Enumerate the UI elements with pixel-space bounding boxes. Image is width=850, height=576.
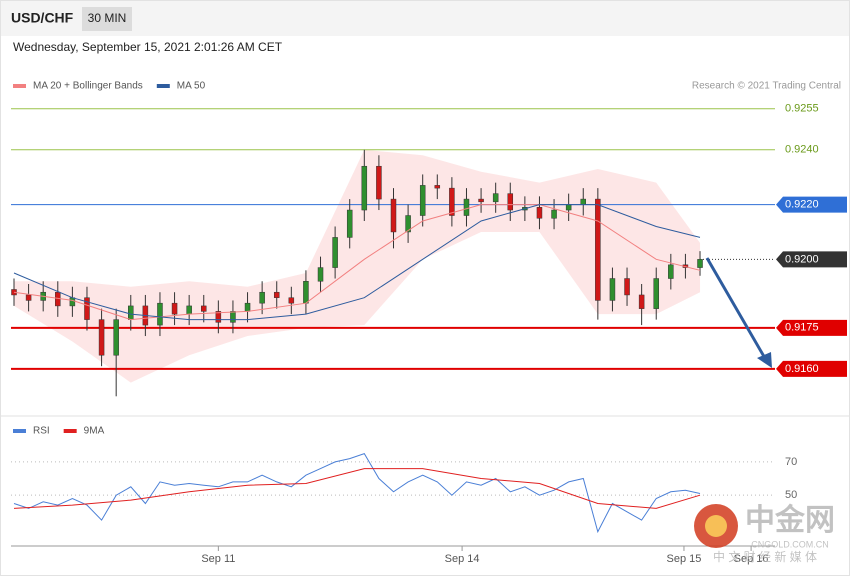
legend-swatch bbox=[13, 429, 26, 433]
candle-body bbox=[419, 185, 426, 216]
candle-body bbox=[186, 305, 192, 315]
interval[interactable]: 30 MIN bbox=[88, 11, 127, 25]
candle-body bbox=[288, 297, 295, 304]
level-label: 0.9160 bbox=[785, 363, 819, 375]
legend-swatch bbox=[63, 429, 77, 433]
y-tick-label: 70 bbox=[785, 456, 797, 468]
candle-body bbox=[113, 319, 119, 356]
line bbox=[13, 204, 701, 321]
level-label: 0.9200 bbox=[785, 253, 819, 265]
candle-body bbox=[273, 291, 280, 298]
candle-body bbox=[157, 302, 163, 326]
candle-body bbox=[463, 198, 470, 216]
legend-label: RSI bbox=[33, 426, 50, 437]
candle-body bbox=[230, 311, 236, 323]
candle-body bbox=[171, 302, 178, 315]
candle-body bbox=[69, 297, 76, 307]
level-label: 0.9240 bbox=[785, 144, 819, 156]
watermark: 中金网 CNGOLD.COM.CN 中 文 财 经 新 媒 体 bbox=[694, 503, 835, 564]
level-tag bbox=[776, 319, 847, 336]
candle-body bbox=[478, 198, 484, 203]
candle-body bbox=[317, 267, 324, 282]
candle-body bbox=[98, 319, 105, 356]
level-tag bbox=[776, 251, 847, 268]
candle-body bbox=[536, 207, 543, 219]
candle-body bbox=[346, 209, 353, 238]
x-tick-label: Sep 11 bbox=[201, 553, 235, 565]
level-label: 0.9255 bbox=[785, 103, 819, 115]
forecast-arrow bbox=[705, 257, 768, 361]
interval-box[interactable] bbox=[82, 7, 132, 31]
line bbox=[13, 468, 701, 509]
candle-body bbox=[449, 187, 455, 216]
candle-body bbox=[215, 311, 222, 323]
candle-body bbox=[405, 215, 411, 233]
y-tick-label: 50 bbox=[785, 489, 797, 501]
level-label: 0.9175 bbox=[785, 322, 819, 334]
legend-swatch bbox=[13, 84, 26, 88]
watermark-slogan: 中 文 财 经 新 媒 体 bbox=[713, 549, 817, 564]
symbol: USD/CHF bbox=[11, 10, 74, 26]
candle-body bbox=[303, 281, 309, 304]
candle-body bbox=[580, 198, 586, 205]
legend-label: 9MA bbox=[84, 426, 105, 437]
candle-body bbox=[492, 193, 499, 203]
legend-label: MA 20 + Bollinger Bands bbox=[33, 81, 143, 92]
x-tick-label: Sep 16 bbox=[734, 553, 769, 565]
candle-body bbox=[332, 237, 338, 268]
candle-body bbox=[697, 259, 703, 268]
candle-body bbox=[507, 193, 514, 211]
candle-body bbox=[595, 198, 601, 301]
arrow-head bbox=[757, 352, 772, 368]
candle-body bbox=[84, 297, 90, 320]
level-label: 0.9220 bbox=[785, 198, 819, 210]
watermark-site: CNGOLD.COM.CN bbox=[751, 539, 829, 549]
candle-body bbox=[653, 278, 659, 309]
level-tag bbox=[776, 196, 847, 213]
candle-body bbox=[624, 278, 630, 296]
timestamp: Wednesday, September 15, 2021 2:01:26 AM… bbox=[13, 40, 283, 54]
candle-body bbox=[361, 165, 368, 211]
legend-label: MA 50 bbox=[177, 81, 206, 92]
candle-body bbox=[376, 165, 382, 200]
candle-body bbox=[259, 291, 265, 304]
line bbox=[13, 204, 701, 321]
credit: Research © 2021 Trading Central bbox=[692, 81, 841, 92]
legend-swatch bbox=[156, 84, 170, 88]
logo-inner bbox=[705, 515, 727, 537]
candle-body bbox=[565, 204, 572, 211]
plot: 0.9255 0.9240 0.9220 0.9200 0.9175 0.9160 MA 2… bbox=[11, 81, 847, 565]
candle-body bbox=[244, 302, 251, 312]
header-bar bbox=[1, 1, 849, 36]
line bbox=[13, 452, 701, 534]
candle-body bbox=[668, 264, 674, 279]
candle-body bbox=[638, 294, 645, 309]
watermark-brand: 中金网 bbox=[745, 503, 835, 537]
candle-body bbox=[390, 198, 397, 233]
candle-body bbox=[201, 305, 207, 312]
candle-body bbox=[551, 209, 557, 219]
candle-body bbox=[25, 294, 32, 301]
candle-body bbox=[128, 305, 134, 320]
candle-body bbox=[434, 185, 441, 189]
x-tick-label: Sep 15 bbox=[667, 553, 702, 565]
x-tick-label: Sep 14 bbox=[445, 553, 480, 565]
candle-body bbox=[609, 278, 616, 301]
level-tag bbox=[776, 360, 847, 377]
